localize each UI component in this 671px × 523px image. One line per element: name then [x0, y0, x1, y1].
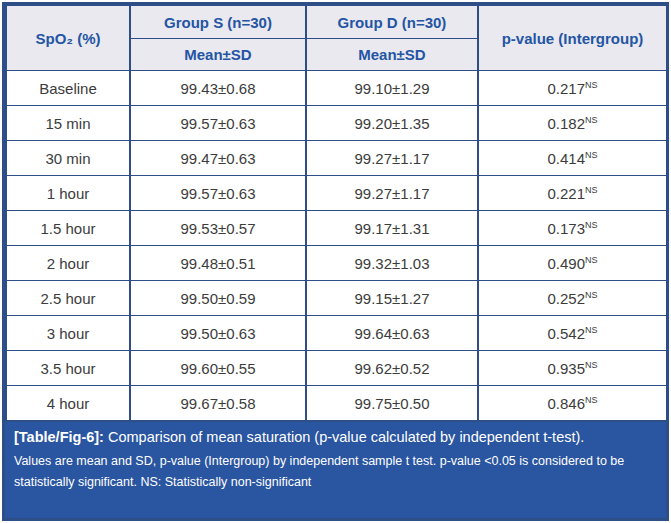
caption-tag: [Table/Fig-6]: — [14, 429, 104, 445]
p-value-superscript: NS — [585, 290, 598, 300]
group-d-value: 99.27±1.17 — [306, 176, 478, 211]
table-row: 15 min 99.57±0.63 99.20±1.35 0.182NS — [6, 106, 667, 141]
p-value: 0.490 — [547, 255, 585, 272]
p-value: 0.542 — [547, 325, 585, 342]
group-d-value: 99.27±1.17 — [306, 141, 478, 176]
time-label: 15 min — [6, 106, 130, 141]
column-header-spo2: SpO₂ (%) — [6, 6, 130, 71]
p-value: 0.935 — [547, 360, 585, 377]
table-row: 1.5 hour 99.53±0.57 99.17±1.31 0.173NS — [6, 211, 667, 246]
p-value-cell: 0.252NS — [478, 281, 667, 316]
time-label: Baseline — [6, 71, 130, 106]
p-value-cell: 0.935NS — [478, 351, 667, 386]
group-s-value: 99.43±0.68 — [130, 71, 306, 106]
table-row: 3 hour 99.50±0.63 99.64±0.63 0.542NS — [6, 316, 667, 351]
p-value-superscript: NS — [585, 360, 598, 370]
p-value-superscript: NS — [585, 80, 598, 90]
p-value-cell: 0.542NS — [478, 316, 667, 351]
time-label: 2 hour — [6, 246, 130, 281]
time-label: 1 hour — [6, 176, 130, 211]
group-s-value: 99.57±0.63 — [130, 176, 306, 211]
group-s-value: 99.53±0.57 — [130, 211, 306, 246]
time-label: 3.5 hour — [6, 351, 130, 386]
p-value-cell: 0.846NS — [478, 386, 667, 421]
column-header-mean-sd-s: Mean±SD — [130, 39, 306, 71]
p-value-cell: 0.414NS — [478, 141, 667, 176]
group-d-value: 99.10±1.29 — [306, 71, 478, 106]
p-value: 0.221 — [547, 185, 585, 202]
p-value-superscript: NS — [585, 150, 598, 160]
table-row: 2 hour 99.48±0.51 99.32±1.03 0.490NS — [6, 246, 667, 281]
time-label: 3 hour — [6, 316, 130, 351]
table-row: 1 hour 99.57±0.63 99.27±1.17 0.221NS — [6, 176, 667, 211]
group-d-value: 99.32±1.03 — [306, 246, 478, 281]
group-s-value: 99.50±0.59 — [130, 281, 306, 316]
table-row: 2.5 hour 99.50±0.59 99.15±1.27 0.252NS — [6, 281, 667, 316]
p-value-superscript: NS — [585, 220, 598, 230]
caption-note: Values are mean and SD, p-value (Intergr… — [14, 451, 657, 492]
table-row: 30 min 99.47±0.63 99.27±1.17 0.414NS — [6, 141, 667, 176]
header-row-groups: SpO₂ (%) Group S (n=30) Group D (n=30) p… — [6, 6, 667, 39]
p-value-cell: 0.173NS — [478, 211, 667, 246]
group-d-value: 99.75±0.50 — [306, 386, 478, 421]
figure-caption: [Table/Fig-6]: Comparison of mean satura… — [5, 421, 666, 518]
p-value: 0.414 — [547, 150, 585, 167]
p-value: 0.182 — [547, 115, 585, 132]
time-label: 30 min — [6, 141, 130, 176]
column-header-mean-sd-d: Mean±SD — [306, 39, 478, 71]
spo2-comparison-table: SpO₂ (%) Group S (n=30) Group D (n=30) p… — [5, 5, 668, 421]
group-s-value: 99.50±0.63 — [130, 316, 306, 351]
p-value-cell: 0.217NS — [478, 71, 667, 106]
table-row: 3.5 hour 99.60±0.55 99.62±0.52 0.935NS — [6, 351, 667, 386]
table-row: 4 hour 99.67±0.58 99.75±0.50 0.846NS — [6, 386, 667, 421]
group-s-value: 99.60±0.55 — [130, 351, 306, 386]
column-header-p-value: p-value (Intergroup) — [478, 6, 667, 71]
time-label: 4 hour — [6, 386, 130, 421]
group-d-value: 99.20±1.35 — [306, 106, 478, 141]
group-s-value: 99.57±0.63 — [130, 106, 306, 141]
caption-title: [Table/Fig-6]: Comparison of mean satura… — [14, 429, 657, 446]
p-value: 0.846 — [547, 395, 585, 412]
group-d-value: 99.62±0.52 — [306, 351, 478, 386]
p-value-cell: 0.490NS — [478, 246, 667, 281]
p-value: 0.252 — [547, 290, 585, 307]
p-value-superscript: NS — [585, 185, 598, 195]
time-label: 1.5 hour — [6, 211, 130, 246]
table-figure: SpO₂ (%) Group S (n=30) Group D (n=30) p… — [2, 2, 669, 521]
p-value-cell: 0.182NS — [478, 106, 667, 141]
group-s-value: 99.48±0.51 — [130, 246, 306, 281]
time-label: 2.5 hour — [6, 281, 130, 316]
p-value-superscript: NS — [585, 255, 598, 265]
p-value-superscript: NS — [585, 325, 598, 335]
column-header-group-s: Group S (n=30) — [130, 6, 306, 39]
group-s-value: 99.67±0.58 — [130, 386, 306, 421]
group-d-value: 99.15±1.27 — [306, 281, 478, 316]
column-header-group-d: Group D (n=30) — [306, 6, 478, 39]
group-d-value: 99.64±0.63 — [306, 316, 478, 351]
p-value: 0.217 — [547, 80, 585, 97]
group-d-value: 99.17±1.31 — [306, 211, 478, 246]
group-s-value: 99.47±0.63 — [130, 141, 306, 176]
table-row: Baseline 99.43±0.68 99.10±1.29 0.217NS — [6, 71, 667, 106]
p-value-cell: 0.221NS — [478, 176, 667, 211]
p-value-superscript: NS — [585, 395, 598, 405]
caption-title-text: Comparison of mean saturation (p-value c… — [104, 429, 584, 445]
p-value: 0.173 — [547, 220, 585, 237]
p-value-superscript: NS — [585, 115, 598, 125]
